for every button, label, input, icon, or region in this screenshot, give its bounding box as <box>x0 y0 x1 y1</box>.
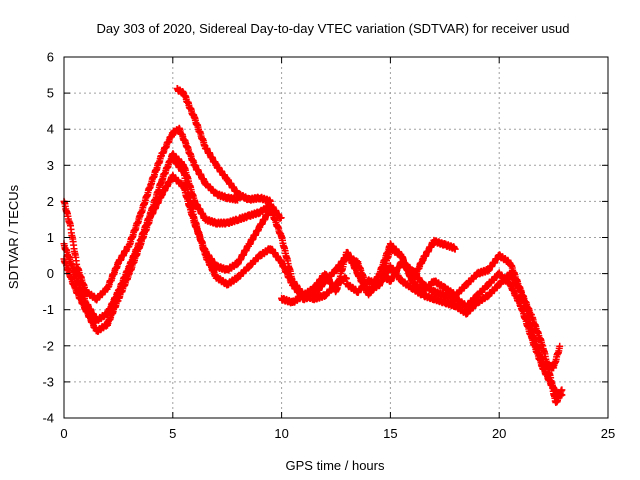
y-tick-label: 2 <box>47 194 54 209</box>
y-tick-label: -1 <box>42 302 54 317</box>
y-tick-label: -3 <box>42 374 54 389</box>
x-axis-label: GPS time / hours <box>286 458 385 473</box>
series-markers <box>376 258 566 400</box>
grid <box>64 57 608 418</box>
y-tick-label: 6 <box>47 50 54 65</box>
y-tick-label: -4 <box>42 411 54 426</box>
series-8 <box>376 258 566 400</box>
y-tick-label: -2 <box>42 338 54 353</box>
x-tick-label: 20 <box>492 426 506 441</box>
y-tick-label: 3 <box>47 158 54 173</box>
data-markers <box>60 85 566 406</box>
y-tick-label: 0 <box>47 266 54 281</box>
chart-title: Day 303 of 2020, Sidereal Day-to-day VTE… <box>96 21 569 36</box>
series-2 <box>173 85 274 205</box>
y-tick-label: 4 <box>47 122 54 137</box>
series-markers <box>173 85 274 205</box>
x-axis: 0 5 10 15 20 25 <box>60 57 615 441</box>
y-tick-label: 1 <box>47 230 54 245</box>
x-tick-label: 0 <box>60 426 67 441</box>
x-tick-label: 10 <box>274 426 288 441</box>
y-axis-label: SDTVAR / TECUs <box>6 184 21 289</box>
x-tick-label: 15 <box>383 426 397 441</box>
y-axis: -4 -3 -2 -1 0 1 2 3 4 5 6 <box>42 50 608 426</box>
x-tick-label: 5 <box>169 426 176 441</box>
x-tick-label: 25 <box>601 426 615 441</box>
y-tick-label: 5 <box>47 86 54 101</box>
